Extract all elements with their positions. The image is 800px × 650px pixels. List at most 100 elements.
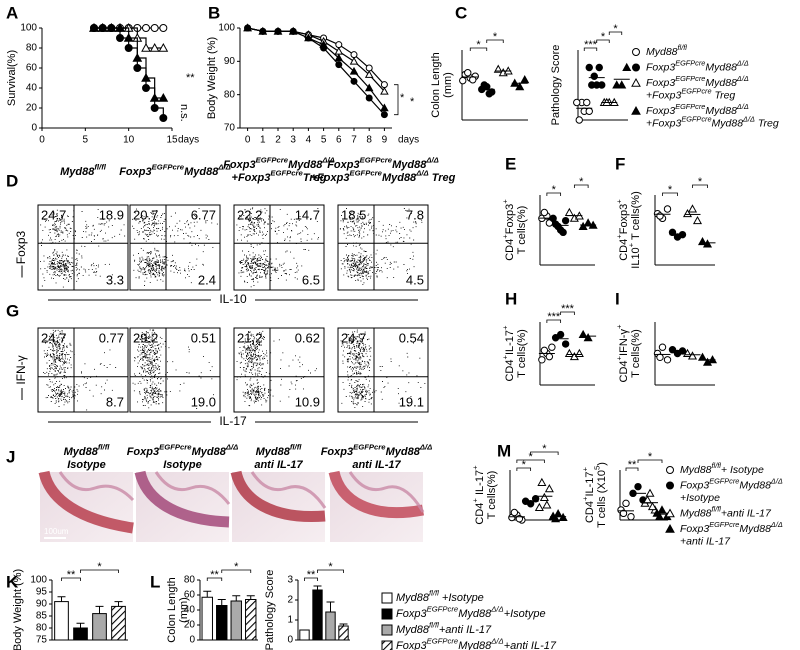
text-segment: Treg	[429, 172, 456, 184]
error-bar	[76, 622, 85, 628]
significance-bracket	[546, 319, 562, 323]
significance-bracket	[692, 184, 708, 188]
bar	[325, 611, 336, 641]
text-segment: T cells(%)	[516, 329, 528, 378]
significance-label: *	[328, 561, 333, 573]
y-tick-label: 2	[287, 595, 293, 606]
marker	[622, 499, 630, 508]
x-tick-label: 0	[39, 135, 45, 146]
histology-image	[136, 472, 229, 542]
y-axis-title: Survival(%)	[6, 50, 18, 106]
significance-label: *	[234, 561, 239, 573]
x-tick-label: 8	[366, 135, 372, 146]
superscript: fl/fl	[98, 443, 110, 452]
flow-events	[339, 208, 423, 286]
significance-label: *	[97, 561, 102, 573]
superscript: Δ/Δ	[770, 476, 783, 485]
y-tick-label: 3	[287, 575, 293, 586]
text-segment: CD4	[618, 360, 630, 382]
superscript: Δ/Δ	[742, 114, 755, 123]
superscript: +	[501, 234, 510, 239]
marker	[666, 466, 674, 474]
superscript: fl/fl	[712, 461, 722, 470]
flow-header: Foxp3EGFPcreMyd88Δ/Δ +Foxp3EGFPcreTreg	[223, 156, 335, 184]
text-segment: Treg	[712, 89, 736, 101]
text-segment: Body Weight (%)	[206, 37, 218, 119]
histology-header: Myd88fl/fl Isotype	[64, 443, 111, 471]
superscript: +	[471, 498, 480, 503]
text-segment: Myd88	[705, 105, 737, 117]
marker	[564, 348, 574, 357]
text-segment: Foxp3	[646, 61, 675, 73]
text-segment: anti IL-17	[254, 459, 303, 471]
marker	[663, 205, 672, 213]
tissue-band	[38, 470, 134, 534]
y-axis-title: CD4+IL-17+T cells (X105)	[581, 462, 608, 528]
superscript: +	[627, 242, 636, 247]
y-tick-label: 95	[36, 587, 48, 598]
panel-letter: C	[455, 3, 467, 22]
text-segment: Myd88	[458, 608, 492, 620]
y-tick-label: 90	[224, 56, 236, 67]
marker	[590, 72, 598, 80]
superscript: +	[615, 199, 624, 204]
x-tick-label: 4	[306, 135, 312, 146]
marker	[469, 76, 477, 84]
y-tick-label: 20	[184, 620, 196, 631]
superscript: Δ/Δ	[415, 169, 428, 178]
panel-letter: H	[505, 289, 517, 308]
marker	[335, 61, 343, 69]
marker	[526, 500, 535, 508]
y-axis-title: Body Weight (%)	[12, 569, 24, 650]
flow-events	[40, 209, 126, 288]
text-segment: Myd88	[712, 117, 744, 129]
significance-bracket	[560, 311, 575, 315]
y-tick-label: 40	[26, 83, 38, 94]
annotation: n.s.	[178, 104, 190, 122]
marker	[538, 356, 546, 364]
quadrant-value: 19.1	[399, 394, 424, 409]
superscript: fl/fl	[94, 163, 106, 172]
superscript: +	[615, 234, 624, 239]
marker	[634, 482, 642, 491]
bar	[201, 596, 213, 641]
y-tick-label: 80	[26, 43, 38, 54]
error-bar	[246, 595, 255, 600]
text-segment: Myd88	[739, 479, 771, 491]
y-axis-label: CD4+IFN-γ+T cells(%)	[615, 324, 642, 382]
flow-y-label: Foxp3	[14, 231, 28, 265]
marker	[556, 330, 565, 339]
text-segment: T cells(%)	[630, 329, 642, 378]
quadrant-value: 19.0	[191, 394, 216, 409]
legend-swatch	[381, 640, 393, 650]
quadrant-value: 6.77	[191, 207, 216, 222]
x-axis-unit: days	[398, 135, 419, 146]
superscript: fl/fl	[290, 443, 302, 452]
panel-letter: D	[6, 171, 18, 190]
marker	[365, 64, 373, 72]
text-segment: Myd88	[705, 61, 737, 73]
y-axis-label: Body Weight (%)	[12, 569, 24, 650]
text-segment: T cells(%)	[486, 471, 498, 520]
text-segment: )	[596, 462, 608, 466]
y-axis-title: CD4+Foxp3+T cells(%)	[501, 199, 528, 261]
marker	[561, 340, 570, 348]
significance-bracket	[486, 39, 504, 43]
tissue-crypts	[154, 471, 231, 505]
marker	[349, 56, 359, 65]
significance-label: *	[552, 184, 557, 196]
text-segment: Foxp3	[504, 204, 516, 235]
marker	[350, 77, 358, 85]
marker	[631, 77, 641, 87]
legend-label: Foxp3EGFPcreMyd88Δ/Δ	[646, 58, 749, 73]
flow-header: Foxp3EGFPcreMyd88Δ/Δ	[119, 163, 231, 178]
marker	[663, 356, 672, 364]
text-segment: Pathology Score	[264, 570, 276, 650]
y-axis-title: Colon Length(mm)	[166, 577, 190, 642]
histology-header: Myd88fl/fl anti IL-17	[254, 443, 303, 471]
marker	[464, 69, 472, 77]
significance-label: *	[522, 459, 527, 471]
legend-label: Myd88fl/fl+ Isotype	[680, 461, 764, 476]
marker	[632, 48, 640, 56]
flow-x-label: IL-17	[219, 414, 247, 428]
